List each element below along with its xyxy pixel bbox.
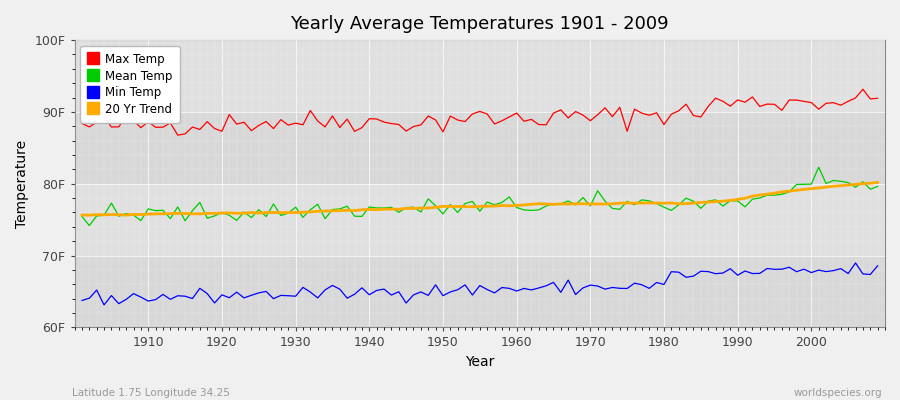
Mean Temp — [518, 208, 529, 212]
Min Temp — [349, 292, 360, 297]
Max Temp — [872, 96, 883, 101]
20 Yr Trend — [872, 180, 883, 185]
Min Temp — [511, 289, 522, 294]
Mean Temp — [814, 165, 824, 170]
Max Temp — [76, 121, 87, 126]
Max Temp — [607, 114, 617, 119]
Text: worldspecies.org: worldspecies.org — [794, 388, 882, 398]
Max Temp — [136, 125, 147, 130]
Mean Temp — [349, 214, 360, 218]
Line: Max Temp: Max Temp — [82, 89, 878, 135]
Text: Latitude 1.75 Longitude 34.25: Latitude 1.75 Longitude 34.25 — [72, 388, 230, 398]
Mean Temp — [607, 206, 617, 211]
Max Temp — [349, 129, 360, 134]
Bar — [75, 256, 885, 328]
Max Temp — [511, 111, 522, 116]
Min Temp — [76, 298, 87, 303]
20 Yr Trend — [76, 213, 87, 218]
Mean Temp — [305, 207, 316, 212]
Min Temp — [143, 299, 154, 304]
Y-axis label: Temperature: Temperature — [15, 140, 29, 228]
Bar — [75, 112, 885, 184]
Line: Min Temp: Min Temp — [82, 263, 878, 305]
Min Temp — [99, 302, 110, 307]
Legend: Max Temp, Mean Temp, Min Temp, 20 Yr Trend: Max Temp, Mean Temp, Min Temp, 20 Yr Tre… — [80, 46, 180, 123]
20 Yr Trend — [607, 201, 617, 206]
Min Temp — [872, 263, 883, 268]
Max Temp — [172, 133, 183, 138]
Mean Temp — [143, 206, 154, 211]
Line: 20 Yr Trend: 20 Yr Trend — [82, 182, 878, 215]
Mean Temp — [76, 214, 87, 219]
20 Yr Trend — [84, 213, 94, 218]
Bar — [75, 40, 885, 112]
Title: Yearly Average Temperatures 1901 - 2009: Yearly Average Temperatures 1901 - 2009 — [291, 15, 669, 33]
Min Temp — [607, 285, 617, 290]
20 Yr Trend — [511, 203, 522, 208]
Min Temp — [850, 260, 861, 265]
Mean Temp — [872, 184, 883, 189]
20 Yr Trend — [349, 208, 360, 213]
Bar — [75, 184, 885, 256]
Min Temp — [518, 286, 529, 291]
20 Yr Trend — [305, 210, 316, 214]
Max Temp — [858, 87, 868, 92]
Max Temp — [518, 119, 529, 124]
Mean Temp — [511, 205, 522, 210]
20 Yr Trend — [143, 212, 154, 216]
20 Yr Trend — [518, 202, 529, 207]
Max Temp — [305, 108, 316, 113]
Line: Mean Temp: Mean Temp — [82, 167, 878, 226]
Min Temp — [305, 290, 316, 294]
X-axis label: Year: Year — [465, 355, 494, 369]
Mean Temp — [84, 223, 94, 228]
